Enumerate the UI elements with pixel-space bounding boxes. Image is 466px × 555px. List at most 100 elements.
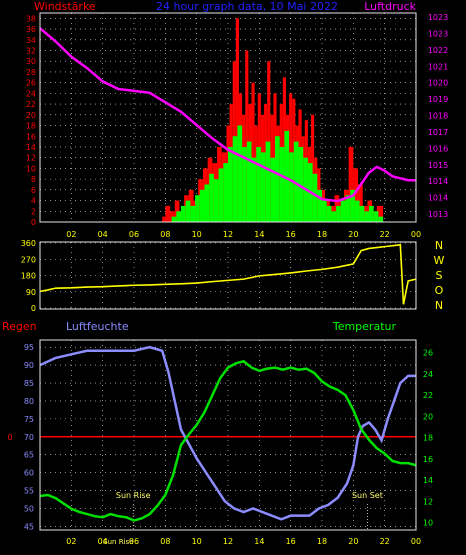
wind-tick-label: 18 [26, 122, 36, 131]
direction-tick-label: 0 [31, 304, 36, 313]
pressure-tick-label: 1020 [428, 79, 448, 88]
wind-gust-bar [348, 146, 354, 222]
wind-gust-bar [162, 216, 166, 222]
wind-hour-label: 04 [98, 230, 108, 239]
pressure-axis-title: Luftdruck [364, 0, 416, 13]
temperature-tick-label: 20 [423, 412, 433, 421]
humidity-tick-label: 50 [24, 504, 34, 513]
wind-tick-label: 14 [26, 143, 36, 152]
wind-tick-label: 0 [31, 218, 36, 227]
graph-title: 24 hour graph data, 10 Mai 2022 [156, 0, 338, 13]
humidity-hour-label: 02 [66, 537, 76, 546]
wind-gust-bar [235, 18, 239, 222]
wind-avg-bar [228, 146, 233, 222]
wind-avg-bar [213, 179, 219, 222]
wind-hour-label: 22 [380, 230, 390, 239]
humidity-frame [39, 339, 417, 531]
temperature-tick-label: 22 [423, 391, 433, 400]
direction-tick-label: 90 [26, 288, 36, 297]
humidity-axis-title: Luftfeuchte [66, 320, 129, 333]
wind-avg-bar [369, 205, 374, 222]
wind-avg-bar [237, 125, 243, 222]
wind-avg-bar [340, 200, 346, 222]
direction-letter-label: N [435, 299, 443, 312]
pressure-tick-label: 1013 [428, 210, 448, 219]
wind-gust-bar [358, 184, 363, 222]
wind-avg-bar [326, 205, 332, 222]
humidity-hour-label: 20 [348, 537, 358, 546]
wind-avg-bar [312, 173, 318, 222]
rain-tick-label: 0 [7, 433, 12, 442]
humidity-tick-label: 90 [24, 361, 34, 370]
humidity-hour-label: 08 [160, 537, 170, 546]
wind-avg-bar [204, 184, 210, 222]
wind-avg-bar [317, 189, 322, 222]
wind-hour-label: 16 [286, 230, 296, 239]
wind-avg-bar [265, 141, 271, 222]
wind-avg-bar [199, 189, 205, 222]
wind-avg-bar [331, 211, 337, 222]
direction-letter-label: N [435, 239, 443, 252]
sun-rise-label: Sun Rise [116, 491, 151, 500]
wind-hour-label: 00 [411, 230, 421, 239]
wind-tick-label: 12 [26, 154, 36, 163]
wind-tick-label: 26 [26, 79, 36, 88]
humidity-hour-label: 16 [286, 537, 296, 546]
direction-line [39, 243, 417, 305]
pressure-tick-label: 1018 [428, 112, 448, 121]
direction-letter-label: W [434, 254, 445, 267]
humidity-tick-label: 80 [24, 397, 34, 406]
wind-avg-bar [195, 195, 200, 222]
temperature-line [39, 359, 417, 522]
wind-avg-bar [354, 200, 360, 222]
wind-avg-bar [242, 146, 247, 222]
wind-avg-bar [359, 205, 365, 222]
wind-avg-bar [270, 157, 275, 222]
temperature-axis-title: Temperatur [332, 320, 397, 333]
temperature-tick-label: 10 [423, 519, 433, 528]
temperature-tick-label: 12 [423, 497, 433, 506]
wind-axis-title: Windstärke [34, 0, 96, 13]
humidity-tick-label: 95 [24, 343, 34, 352]
wind-avg-bar [284, 130, 290, 222]
wind-avg-bar [289, 152, 294, 222]
wind-tick-label: 6 [31, 186, 36, 195]
wind-avg-bar [293, 141, 299, 222]
wind-tick-label: 28 [26, 68, 36, 77]
direction-tick-label: 270 [21, 255, 36, 264]
direction-tick-label: 360 [21, 239, 36, 248]
humidity-hour-label: 18 [317, 537, 327, 546]
header: Windstärke 24 hour graph data, 10 Mai 20… [34, 0, 417, 13]
temperature-tick-label: 14 [423, 476, 433, 485]
wind-gust-bar [245, 50, 249, 223]
wind-avg-bar [218, 168, 224, 222]
wind-hour-label: 06 [129, 230, 139, 239]
humidity-hour-label: 04 [98, 537, 108, 546]
pressure-tick-label: 1016 [428, 144, 448, 153]
humidity-line [39, 345, 416, 521]
wind-tick-label: 22 [26, 100, 36, 109]
wind-tick-label: 30 [26, 57, 36, 66]
rain-axis-title: Regen [2, 320, 37, 333]
direction-letter-label: S [436, 269, 443, 282]
wind-avg-bar [256, 146, 261, 222]
humidity-tick-label: 65 [24, 451, 34, 460]
pressure-tick-label: 1023 [428, 29, 448, 38]
wind-avg-bar [251, 157, 257, 222]
wind-frame [39, 12, 417, 223]
temperature-tick-label: 18 [423, 434, 433, 443]
pressure-tick-label: 1015 [428, 161, 448, 170]
wind-tick-label: 32 [26, 47, 36, 56]
wind-avg-bar [246, 141, 252, 222]
humidity-hour-label: 14 [254, 537, 264, 546]
direction-letter-label: O [435, 284, 444, 297]
wind-avg-bar [279, 146, 285, 222]
humidity-tick-label: 45 [24, 522, 34, 531]
sun-rise-axis-label: Sun Rise [103, 538, 133, 546]
wind-avg-bar [232, 136, 238, 222]
pressure-tick-label: 1017 [428, 128, 448, 137]
temperature-tick-label: 16 [423, 455, 433, 464]
wind-avg-bar [364, 211, 369, 222]
wind-tick-label: 34 [26, 36, 36, 45]
